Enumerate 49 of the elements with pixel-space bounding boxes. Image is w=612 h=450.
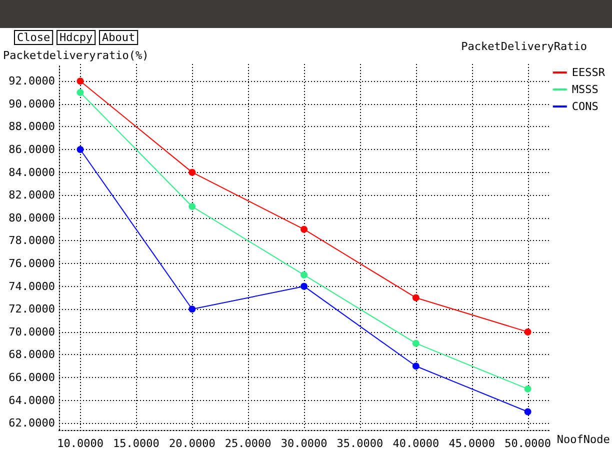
y-tick-label: 80.0000 (8, 211, 55, 224)
legend-label: EESSR (572, 66, 606, 79)
x-tick-label: 50.0000 (504, 437, 551, 450)
chart-title: PacketDeliveryRatio (461, 40, 588, 53)
y-tick-label: 76.0000 (8, 257, 55, 270)
point (76, 78, 84, 85)
point (300, 271, 308, 278)
x-tick-label: 15.0000 (113, 437, 160, 450)
y-tick-label: 90.0000 (8, 97, 55, 110)
y-tick-label: 64.0000 (8, 394, 55, 407)
point (76, 89, 84, 96)
point (412, 362, 420, 370)
text: Hdcpy (60, 31, 93, 44)
point (524, 328, 532, 336)
point (412, 294, 420, 302)
x-tick-label: 35.0000 (336, 437, 384, 450)
x-tick-label: 10.0000 (57, 437, 104, 450)
y-tick-label: 66.0000 (8, 371, 55, 384)
y-tick-label: 74.0000 (8, 280, 55, 293)
y-tick-label: 86.0000 (8, 143, 55, 156)
x-axis-title: NoofNode (556, 433, 610, 446)
y-tick-label: 92.0000 (8, 74, 55, 88)
text: Close (17, 31, 50, 44)
legend-label: CONS (572, 100, 598, 113)
y-tick-label: 70.0000 (8, 325, 55, 338)
x-tick-label: 30.0000 (280, 437, 328, 450)
point (412, 340, 420, 347)
y-axis-title: Packetdeliveryratio(%) (3, 49, 149, 62)
y-tick-label: 82.0000 (8, 188, 55, 202)
point (300, 226, 308, 233)
point (524, 408, 532, 416)
x-tick-label: 45.0000 (448, 437, 496, 450)
y-tick-label: 88.0000 (8, 120, 55, 134)
text: About (102, 31, 136, 44)
point (188, 306, 196, 313)
point (300, 282, 308, 290)
y-tick-label: 84.0000 (8, 166, 55, 179)
y-tick-label: 62.0000 (8, 416, 55, 430)
y-tick-label: 72.0000 (8, 302, 55, 316)
x-tick-label: 20.0000 (168, 437, 216, 450)
y-tick-label: 68.0000 (8, 348, 55, 362)
legend-label: MSSS (572, 83, 598, 96)
x-tick-label: 40.0000 (392, 437, 440, 450)
point (188, 168, 196, 176)
point (188, 203, 196, 210)
point (524, 385, 532, 392)
y-tick-label: 78.0000 (8, 234, 55, 248)
x-tick-label: 25.0000 (224, 437, 272, 450)
point (76, 146, 84, 154)
